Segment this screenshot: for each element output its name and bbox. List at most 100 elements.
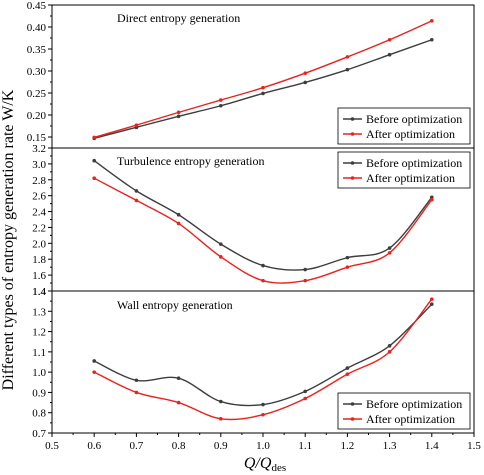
y-tick-label: 1.2 — [32, 327, 46, 339]
legend-box — [337, 151, 471, 189]
y-tick-label: 0.35 — [27, 44, 47, 56]
x-tick-label: 0.5 — [45, 440, 59, 452]
y-tick-label: 1.6 — [32, 270, 46, 282]
data-point — [219, 255, 223, 259]
y-tick-label: 0.40 — [27, 22, 47, 34]
x-axis: 0.5 0.6 0.7 0.8 0.9 1.0 1.1 1.2 1.3 1.4 1.5 — [45, 433, 481, 452]
panel-2: 1.4 1.6 1.8 2.0 2.2 2.4 2.6 2.8 3.0 3.2 Turbulence… — [32, 143, 475, 298]
data-point — [303, 396, 308, 401]
legend-box — [337, 107, 471, 145]
data-point — [176, 110, 181, 115]
legend-label: Before optimization — [366, 156, 462, 170]
data-point — [345, 366, 350, 370]
data-point — [134, 189, 139, 193]
x-tick-label: 1.4 — [425, 440, 439, 452]
data-point — [92, 176, 96, 180]
x-axis-title-sub: des — [271, 462, 286, 474]
x-tick-label: 1.0 — [256, 440, 270, 452]
x-tick-label: 1.5 — [467, 440, 481, 452]
data-point — [387, 246, 392, 250]
legend-marker — [350, 161, 355, 165]
legend-box — [337, 392, 471, 430]
data-point — [219, 417, 223, 421]
y-tick-label: 1.3 — [32, 306, 46, 318]
data-point — [303, 80, 308, 85]
data-point — [345, 372, 350, 376]
data-point — [261, 91, 265, 96]
y-tick-label: 1.1 — [32, 347, 46, 359]
data-point — [430, 19, 434, 23]
y-tick-label: 0.8 — [32, 408, 46, 420]
data-point — [176, 114, 181, 119]
y-tick-label: 0.9 — [32, 387, 46, 399]
y-tick-label: 0.30 — [27, 66, 47, 78]
data-point — [387, 251, 392, 255]
data-point — [134, 390, 139, 395]
panel-1: 0.15 0.20 0.25 0.30 0.35 0.40 0.45 Direct entro… — [27, 0, 475, 149]
panel-title: Wall entropy generation — [117, 298, 233, 312]
x-tick-label: 0.9 — [214, 440, 228, 452]
data-point — [430, 302, 434, 306]
data-point — [261, 278, 265, 283]
data-point — [430, 297, 434, 301]
data-point — [387, 343, 392, 348]
data-point — [261, 412, 265, 417]
x-tick-label: 0.8 — [172, 440, 186, 452]
y-tick-label: 0.45 — [27, 0, 47, 12]
y-tick-label: 0.20 — [27, 110, 47, 122]
data-point — [345, 265, 350, 269]
data-point — [176, 221, 181, 226]
data-point — [303, 267, 308, 272]
x-tick-label: 0.6 — [87, 440, 101, 452]
legend-marker — [350, 176, 355, 180]
y-tick-label: 2.0 — [32, 238, 46, 250]
x-tick-label: 1.1 — [298, 440, 312, 452]
y-tick-label: 0.15 — [27, 132, 47, 144]
y-tick-label: 1.4 — [32, 286, 46, 298]
legend-marker — [350, 117, 355, 121]
legend-marker — [350, 402, 355, 406]
data-point — [176, 400, 181, 405]
data-point — [92, 370, 96, 374]
data-point — [92, 359, 96, 363]
data-point — [176, 376, 181, 381]
panel-title: Turbulence entropy generation — [117, 154, 265, 168]
legend-label: Before optimization — [366, 397, 462, 411]
y-axis-title: Different types of entropy generation ra… — [0, 89, 17, 390]
data-point — [176, 212, 181, 217]
y-tick-label: 2.4 — [32, 207, 46, 219]
data-point — [387, 350, 392, 354]
legend-label: After optimization — [366, 127, 455, 141]
y-tick-label: 1.8 — [32, 254, 46, 266]
data-point — [92, 135, 96, 140]
legend-label: After optimization — [366, 171, 455, 185]
data-point — [92, 158, 96, 163]
data-point — [219, 103, 223, 108]
data-point — [134, 123, 139, 127]
panel-3: 0.7 0.8 0.9 1.0 1.1 1.2 1.3 1.4 Wall entropy gen… — [32, 286, 475, 440]
data-point — [219, 98, 223, 102]
data-point — [430, 197, 434, 202]
y-tick-label: 2.6 — [32, 191, 46, 203]
x-tick-label: 1.2 — [341, 440, 355, 452]
panel-title: Direct entropy generation — [117, 11, 240, 25]
data-point — [345, 67, 350, 72]
data-point — [134, 198, 139, 203]
data-point — [134, 378, 139, 383]
data-point — [303, 71, 308, 75]
data-point — [261, 263, 265, 268]
y-tick-label: 1.0 — [32, 367, 46, 379]
data-point — [219, 399, 223, 404]
series-line — [93, 303, 433, 407]
x-axis-title-main: Q/Q — [244, 455, 272, 472]
legend-label: Before optimization — [366, 112, 462, 126]
x-tick-label: 0.7 — [130, 440, 144, 452]
data-point — [303, 389, 308, 394]
y-tick-label: 3.0 — [32, 159, 46, 171]
data-point — [261, 85, 265, 90]
y-tick-label: 1.4 — [32, 286, 46, 298]
data-point — [430, 37, 434, 42]
y-tick-label: 0.25 — [27, 88, 47, 100]
